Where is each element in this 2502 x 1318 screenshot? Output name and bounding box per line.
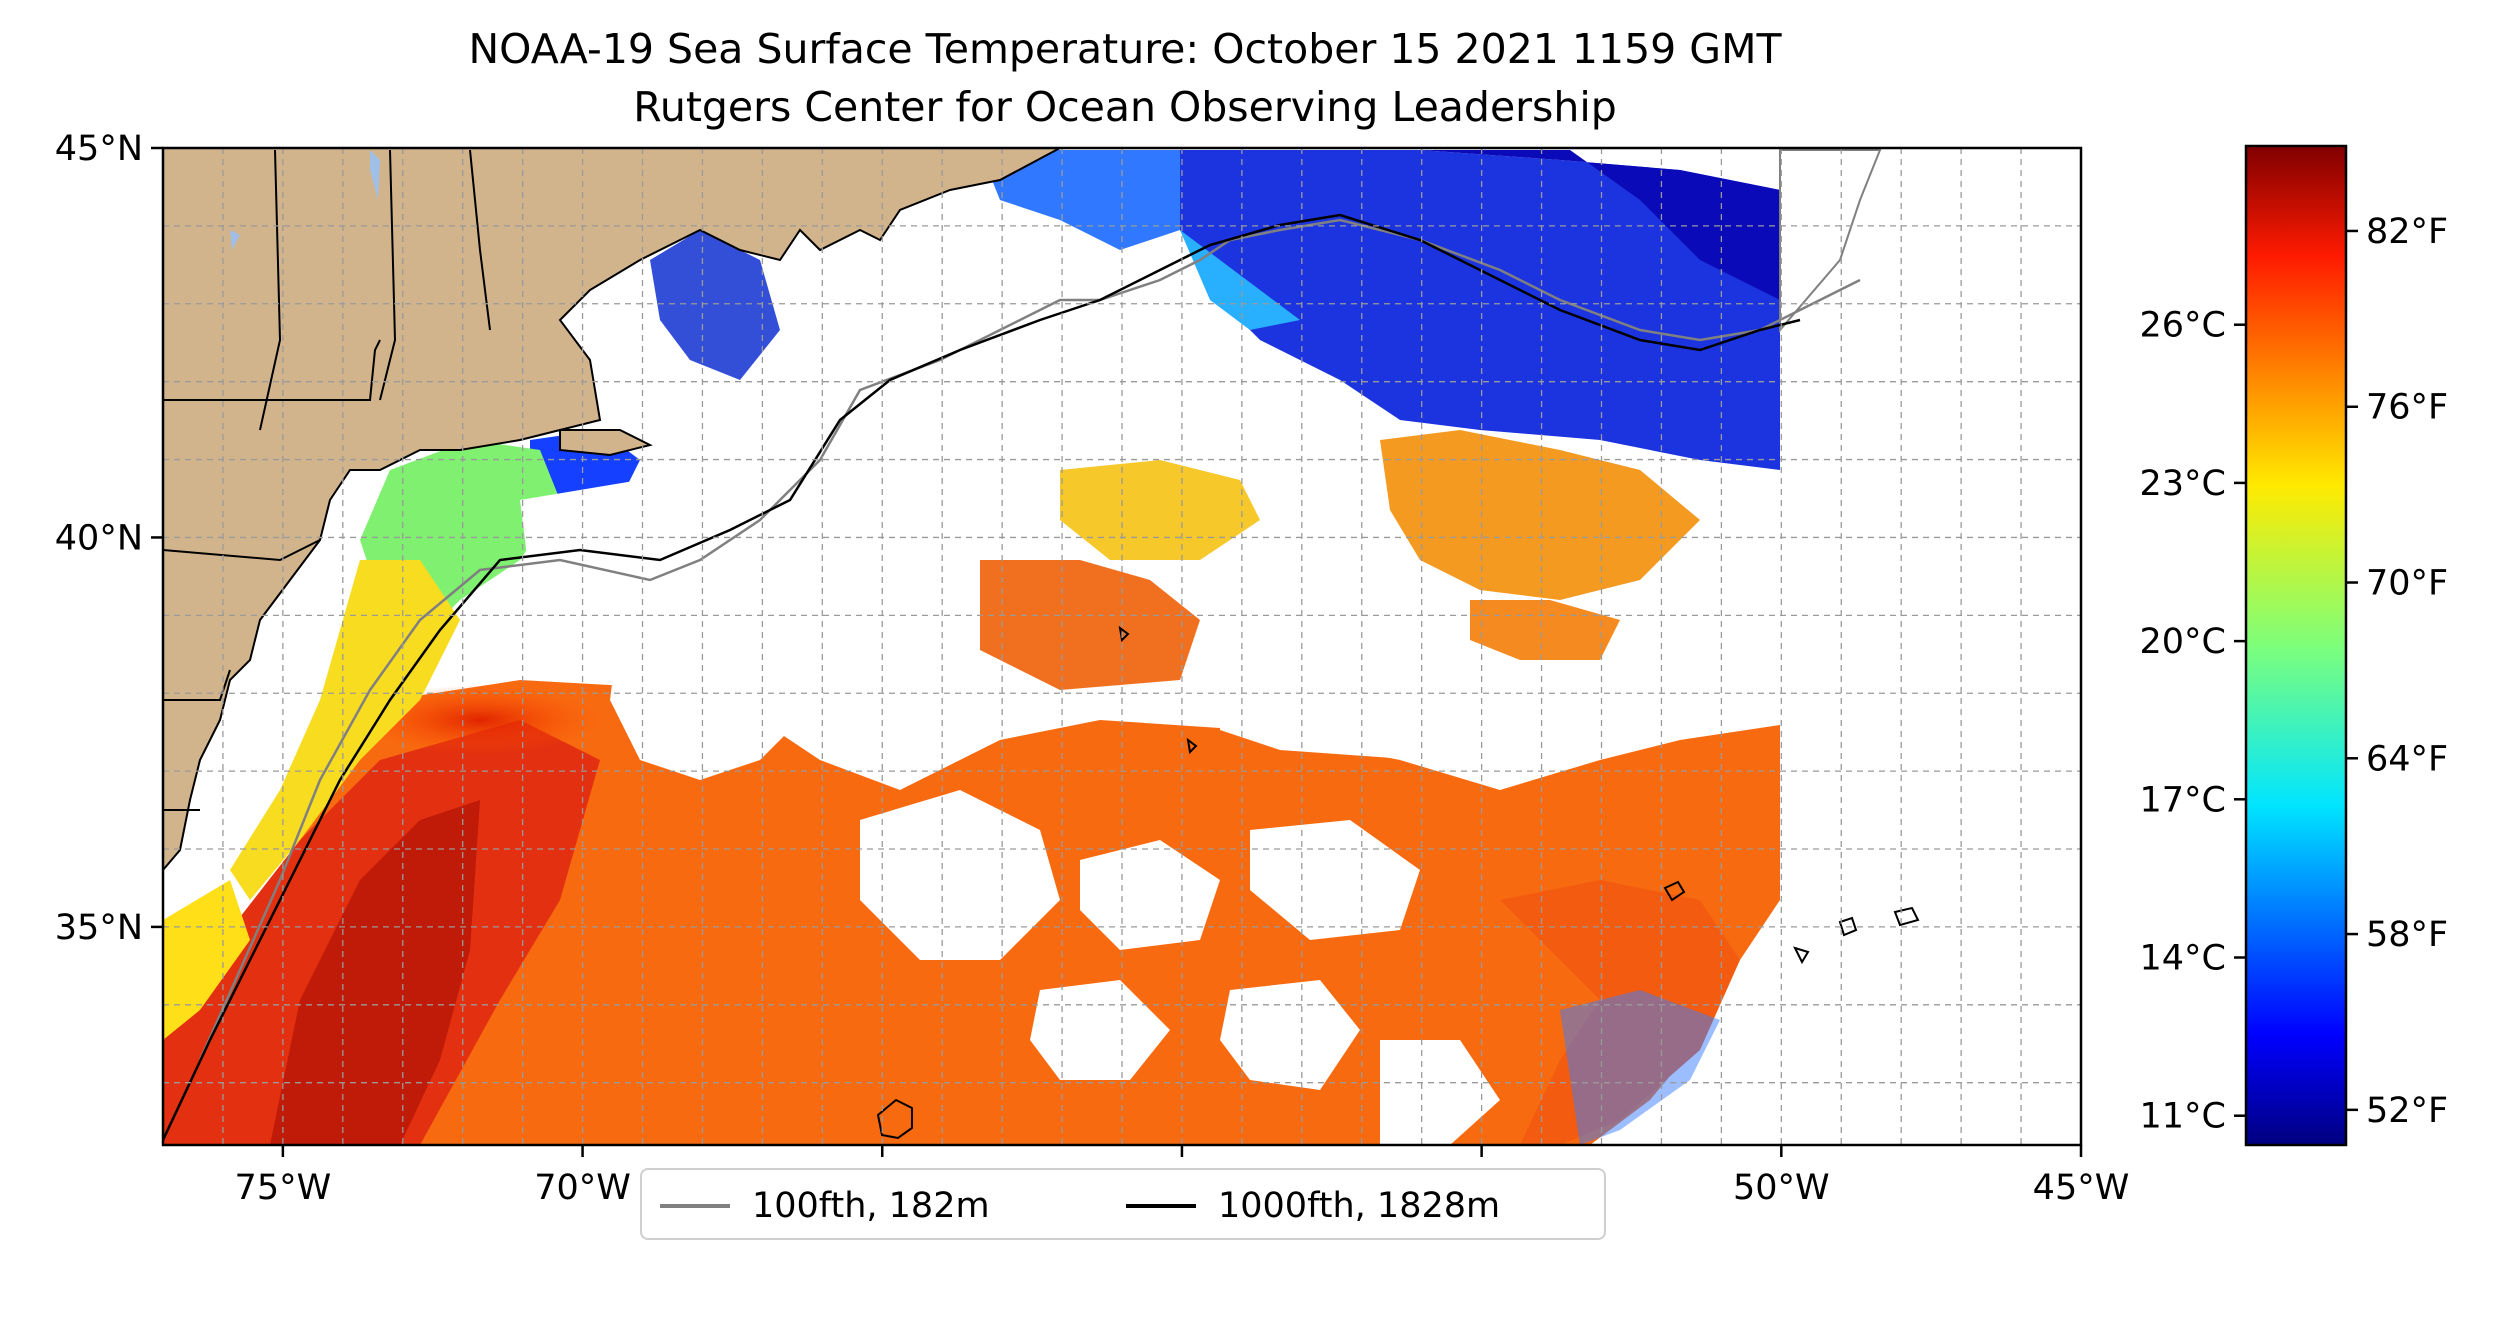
colorbar <box>2244 144 2348 1147</box>
grid-lines <box>162 147 2082 1145</box>
contour-100fth <box>198 218 1861 1061</box>
map-title: NOAA-19 Sea Surface Temperature: October… <box>468 25 1782 73</box>
x-tick-label: 45°W <box>2033 1168 2130 1208</box>
cb-c-tick-label: 11°C <box>2140 1097 2226 1137</box>
cb-c-tick-label: 26°C <box>2140 306 2226 346</box>
cb-f-tick-label: 64°F <box>2366 739 2448 779</box>
cb-c-tick-label: 14°C <box>2140 939 2226 979</box>
cb-f-tick-label: 58°F <box>2366 915 2448 955</box>
legend: 100fth, 182m 1000fth, 1828m <box>640 1168 1606 1240</box>
cb-c-tick-label: 17°C <box>2140 780 2226 820</box>
cb-f-tick-label: 52°F <box>2366 1091 2448 1131</box>
legend-item-100fth: 100fth, 182m <box>660 1186 990 1226</box>
colorbar-ticks: 82°F 76°F 70°F 64°F 58°F 52°F 26°C 23°C 20°C 17°C… <box>2140 212 2449 1137</box>
map-frame <box>161 146 2083 1147</box>
x-tick-label: 75°W <box>235 1168 332 1208</box>
legend-item-1000fth: 1000fth, 1828m <box>1126 1186 1500 1226</box>
y-tick-label: 40°N <box>55 518 143 558</box>
y-tick-label: 35°N <box>55 908 143 948</box>
cb-c-tick-label: 20°C <box>2140 622 2226 662</box>
x-tick-label: 70°W <box>534 1168 631 1208</box>
legend-label-1000fth: 1000fth, 1828m <box>1218 1186 1501 1226</box>
contour-1000fth <box>163 213 1801 1141</box>
y-tick-label: 45°N <box>55 129 143 169</box>
x-tick-label: 50°W <box>1733 1168 1830 1208</box>
sst-field <box>163 148 2081 1145</box>
cb-f-tick-label: 70°F <box>2366 564 2448 604</box>
cb-f-tick-label: 76°F <box>2366 388 2448 428</box>
legend-line-1000fth <box>1126 1204 1196 1208</box>
cb-f-tick-label: 82°F <box>2366 212 2448 252</box>
legend-line-100fth <box>660 1204 730 1208</box>
cb-c-tick-label: 23°C <box>2140 464 2226 504</box>
legend-label-100fth: 100fth, 182m <box>752 1186 990 1226</box>
map-subtitle: Rutgers Center for Ocean Observing Leade… <box>633 83 1617 131</box>
